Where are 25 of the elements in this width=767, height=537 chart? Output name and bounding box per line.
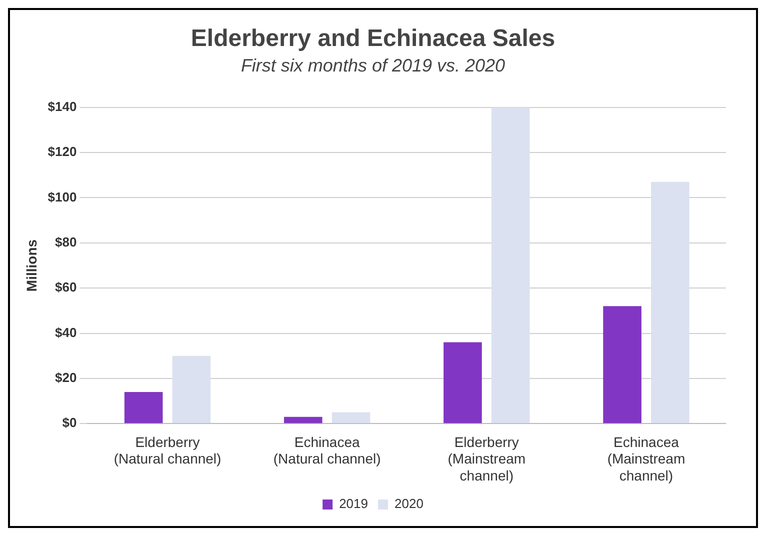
x-tick-label: Elderberry (Natural channel) <box>114 434 222 467</box>
bar <box>603 306 642 424</box>
legend-label: 2019 <box>339 496 368 512</box>
bar <box>651 182 690 424</box>
y-tick-label: $20 <box>55 370 77 386</box>
chart-title: Elderberry and Echinacea Sales <box>190 25 556 52</box>
chart-subtitle: First six months of 2019 vs. 2020 <box>240 56 506 76</box>
bar <box>284 416 322 424</box>
y-tick-label: $140 <box>48 98 77 114</box>
y-tick-label: $120 <box>48 144 77 160</box>
x-tick-label: Echinacea (Mainstream channel) <box>607 434 686 484</box>
bar <box>444 342 482 424</box>
y-tick-label: $100 <box>48 189 77 204</box>
x-tick-label: Elderberry (Mainstream channel) <box>448 434 526 484</box>
bar <box>124 392 163 424</box>
y-tick-label: $0 <box>62 415 77 430</box>
bar <box>491 107 530 424</box>
y-axis-title: Millions <box>23 239 40 292</box>
y-tick-label: $60 <box>55 280 77 295</box>
bar <box>332 412 370 424</box>
y-tick-label: $40 <box>55 324 77 340</box>
bar <box>172 356 211 424</box>
legend-label: 2020 <box>394 496 424 512</box>
x-tick-label: Echinacea (Natural channel) <box>273 434 381 467</box>
y-tick-label: $80 <box>55 234 77 250</box>
